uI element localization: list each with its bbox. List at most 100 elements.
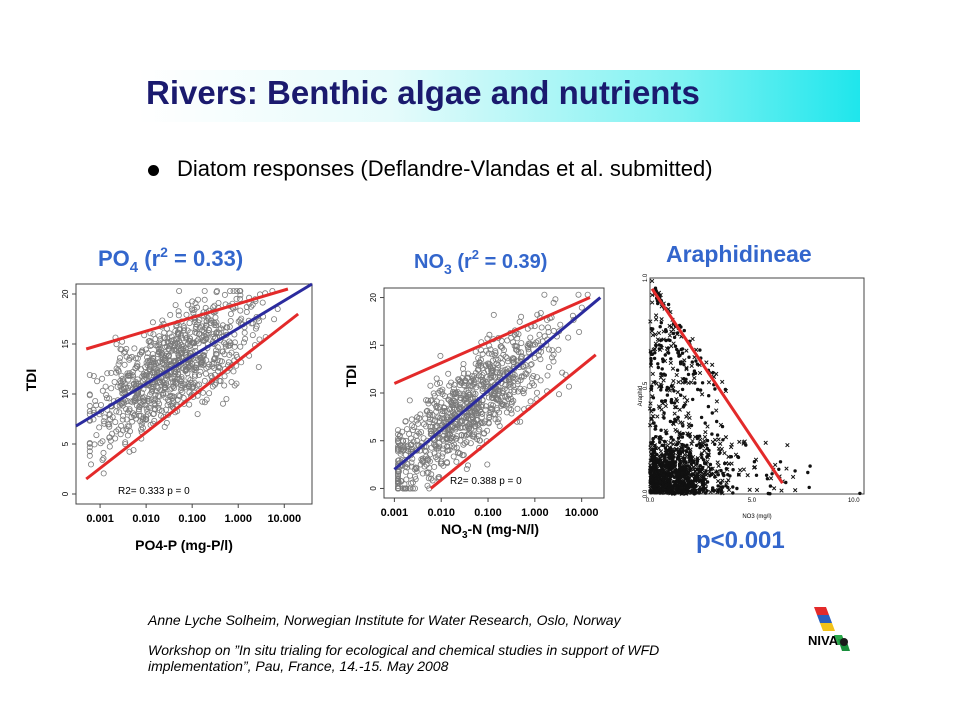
- po4-point: [138, 389, 145, 396]
- po4-point: [178, 373, 185, 380]
- po4-point: [156, 341, 163, 348]
- po4-point: [116, 409, 123, 416]
- araph-point: [679, 393, 683, 397]
- po4-point: [215, 364, 222, 371]
- po4-ytick-label: 20: [61, 289, 70, 298]
- no3-point: [523, 370, 530, 377]
- po4-point: [236, 288, 243, 295]
- chart-no3: NO3 (r2 = 0.39) NO3-N (mg-N/l) 0 5 10 15 20 0…: [338, 228, 620, 558]
- no3-point: [533, 389, 540, 396]
- po4-point: [121, 361, 128, 368]
- araph-point: [714, 408, 719, 413]
- araph-point: [702, 483, 706, 487]
- araph-point: [663, 453, 667, 457]
- po4-point: [126, 382, 133, 389]
- po4-point: [106, 443, 113, 450]
- no3-point: [416, 415, 423, 422]
- no3-point: [536, 331, 543, 338]
- araph-point: [686, 372, 691, 377]
- po4-point: [221, 291, 228, 298]
- araph-point: [672, 460, 678, 465]
- po4-point: [144, 350, 151, 357]
- araph-point: [719, 488, 724, 493]
- no3-point: [507, 383, 514, 390]
- po4-point: [118, 386, 125, 393]
- po4-point: [184, 301, 191, 308]
- po4-points: [86, 288, 281, 477]
- no3-point: [541, 333, 548, 340]
- araph-point: [684, 365, 689, 370]
- no3-point: [465, 386, 472, 393]
- araph-point: [670, 470, 674, 474]
- no3-point: [511, 371, 518, 378]
- no3-point: [514, 347, 521, 354]
- no3-point: [429, 423, 436, 430]
- no3-point: [482, 406, 489, 413]
- po4-point: [237, 343, 244, 350]
- no3-point: [545, 364, 552, 371]
- po4-point: [150, 381, 157, 388]
- po4-point: [209, 360, 216, 367]
- po4-point: [129, 372, 136, 379]
- araph-point: [687, 415, 692, 421]
- araph-point: [655, 414, 660, 419]
- niva-logo: NIVA: [808, 607, 850, 651]
- po4-point: [93, 432, 100, 439]
- no3-point: [434, 380, 441, 387]
- araph-point: [690, 336, 695, 342]
- araph-point: [763, 440, 768, 445]
- araph-point: [717, 451, 721, 456]
- po4-point: [223, 395, 230, 402]
- po4-point: [259, 299, 266, 306]
- chart-po4-title: PO4 (r2 = 0.33): [98, 244, 243, 276]
- araph-point: [741, 467, 747, 472]
- po4-point: [92, 397, 99, 404]
- no3-point: [462, 432, 469, 439]
- po4-point: [150, 331, 157, 338]
- po4-point: [161, 365, 168, 372]
- no3-point: [404, 426, 411, 433]
- po4-point: [256, 336, 263, 343]
- araph-point: [718, 422, 724, 428]
- no3-point: [400, 485, 407, 492]
- no3-point: [486, 331, 493, 338]
- chart-po4-ylabel: TDI: [23, 369, 39, 392]
- no3-point: [457, 418, 464, 425]
- po4-point: [189, 361, 196, 368]
- no3-point: [441, 404, 448, 411]
- no3-point: [409, 485, 416, 492]
- araph-point: [659, 428, 663, 432]
- araph-point: [649, 416, 655, 421]
- po4-point: [212, 379, 219, 386]
- no3-point: [489, 364, 496, 371]
- no3-point: [470, 415, 477, 422]
- po4-point: [230, 368, 237, 375]
- araph-point: [650, 384, 654, 388]
- no3-point: [520, 363, 527, 370]
- no3-point: [428, 475, 435, 482]
- chart-no3-title: NO3 (r2 = 0.39): [414, 247, 547, 277]
- no3-point: [423, 423, 430, 430]
- araph-point: [675, 368, 680, 372]
- araph-point: [675, 457, 680, 461]
- no3-point: [541, 291, 548, 298]
- po4-point: [168, 340, 175, 347]
- po4-point: [122, 439, 129, 446]
- araph-point: [683, 460, 687, 464]
- araph-point: [793, 488, 798, 493]
- no3-point: [448, 427, 455, 434]
- no3-xtick-label: 0.010: [427, 507, 455, 519]
- po4-point: [168, 333, 175, 340]
- po4-point: [162, 390, 169, 397]
- no3-point: [457, 437, 464, 444]
- araph-point: [677, 430, 682, 435]
- araph-point: [654, 424, 658, 428]
- no3-point: [433, 403, 440, 410]
- no3-point: [584, 291, 591, 298]
- no3-point: [538, 324, 545, 331]
- araph-point: [773, 462, 778, 468]
- po4-point: [199, 398, 206, 405]
- po4-point: [176, 288, 183, 295]
- no3-point: [426, 418, 433, 425]
- po4-point: [107, 416, 114, 423]
